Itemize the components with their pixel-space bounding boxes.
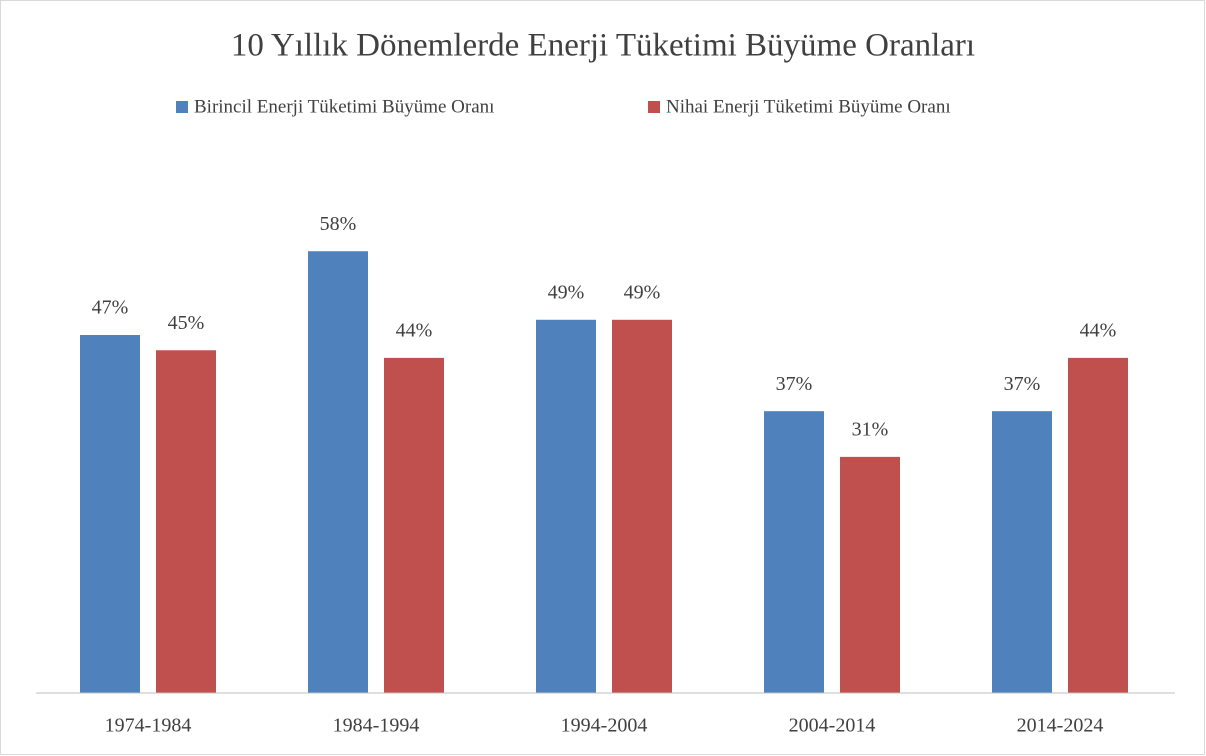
- bar: [992, 411, 1052, 693]
- x-tick-label: 1984-1994: [333, 715, 420, 737]
- data-label: 44%: [396, 319, 433, 341]
- legend-label: Nihai Enerji Tüketimi Büyüme Oranı: [666, 96, 951, 117]
- bar: [764, 411, 824, 693]
- x-tick-label: 1974-1984: [105, 715, 192, 737]
- chart-title: 10 Yıllık Dönemlerde Enerji Tüketimi Büy…: [231, 28, 975, 64]
- bar: [612, 319, 672, 693]
- data-label: 47%: [92, 297, 129, 319]
- data-label: 58%: [320, 213, 357, 235]
- bar: [1068, 357, 1128, 693]
- x-tick-label: 1994-2004: [561, 715, 648, 737]
- data-label: 45%: [168, 312, 205, 334]
- bar: [384, 357, 444, 693]
- bar: [840, 456, 900, 693]
- legend-swatch: [648, 101, 660, 113]
- bar: [80, 335, 140, 693]
- x-tick-label: 2014-2024: [1017, 715, 1104, 737]
- data-label: 49%: [548, 281, 585, 303]
- legend-swatch: [176, 101, 188, 113]
- legend-label: Birincil Enerji Tüketimi Büyüme Oranı: [194, 96, 494, 117]
- data-label: 37%: [1004, 373, 1041, 395]
- bar: [308, 251, 368, 693]
- bar: [536, 319, 596, 693]
- data-label: 49%: [624, 281, 661, 303]
- data-label: 44%: [1080, 319, 1117, 341]
- x-tick-label: 2004-2014: [789, 715, 876, 737]
- data-label: 37%: [776, 373, 813, 395]
- bar: [156, 350, 216, 693]
- data-label: 31%: [852, 418, 889, 440]
